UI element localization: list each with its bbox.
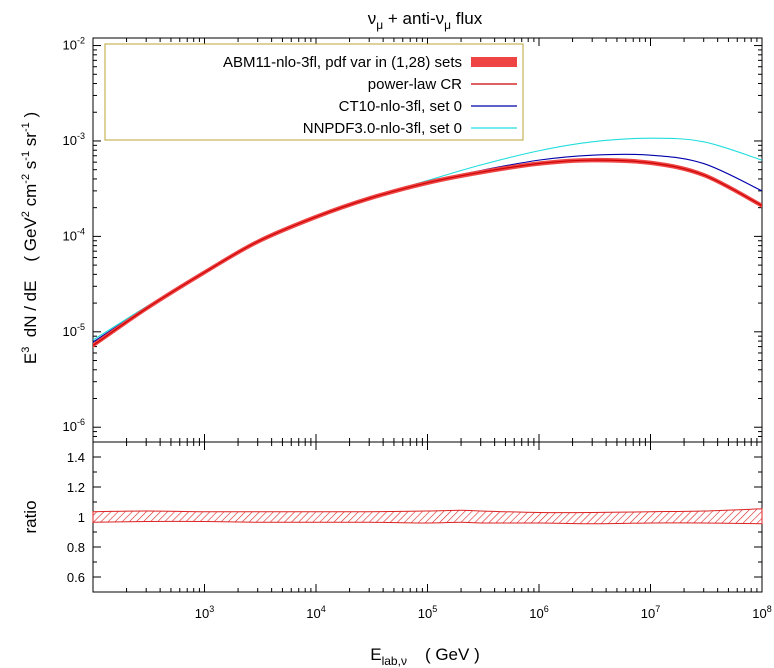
legend-label: CT10-nlo-3fl, set 0 bbox=[339, 98, 462, 115]
ratio-y-tick-label: 1.4 bbox=[67, 450, 85, 465]
legend-label: power-law CR bbox=[368, 76, 462, 93]
abm11-band-series bbox=[93, 157, 762, 348]
y-tick-label: 10-5 bbox=[63, 322, 85, 339]
y-tick-label: 10-3 bbox=[63, 131, 85, 148]
x-tick-label: 106 bbox=[529, 604, 548, 621]
ratio-band bbox=[92, 508, 763, 525]
chart-title: νμ + anti-νμ flux bbox=[368, 9, 483, 32]
x-tick-label: 105 bbox=[418, 604, 437, 621]
ratio-y-axis-label: ratio bbox=[21, 500, 40, 533]
x-tick-label: 103 bbox=[195, 604, 214, 621]
legend: ABM11-nlo-3fl, pdf var in (1,28) sets pow… bbox=[104, 43, 524, 141]
ratio-y-tick-label: 0.8 bbox=[67, 540, 85, 555]
x-tick-label: 104 bbox=[306, 604, 325, 621]
legend-label: ABM11-nlo-3fl, pdf var in (1,28) sets bbox=[223, 54, 462, 71]
y-tick-label: 10-2 bbox=[63, 36, 85, 53]
y-tick-label: 10-4 bbox=[63, 226, 85, 243]
legend-label: NNPDF3.0-nlo-3fl, set 0 bbox=[303, 120, 462, 137]
ratio-y-tick-label: 1.2 bbox=[67, 480, 85, 495]
x-tick-label: 107 bbox=[641, 604, 660, 621]
ratio-panel: 103 104 105 106 107 108 0.6 0.8 1 1.2 1.4 bbox=[67, 441, 772, 621]
ratio-y-tick-label: 1 bbox=[78, 510, 85, 525]
legend-swatch bbox=[471, 57, 517, 67]
power-law-cr-line bbox=[93, 159, 762, 346]
x-axis-label: Elab,ν( GeV ) bbox=[370, 645, 480, 668]
x-tick-label: 108 bbox=[752, 604, 771, 621]
flux-y-axis-label: E3 dN / dE ( GeV2 cm-2 s-1 sr-1 ) bbox=[20, 112, 40, 364]
ratio-y-tick-label: 0.6 bbox=[67, 570, 85, 585]
y-tick-label: 10-6 bbox=[63, 417, 85, 434]
nnpdf30-series-line bbox=[93, 137, 762, 341]
legend-box bbox=[104, 43, 524, 141]
